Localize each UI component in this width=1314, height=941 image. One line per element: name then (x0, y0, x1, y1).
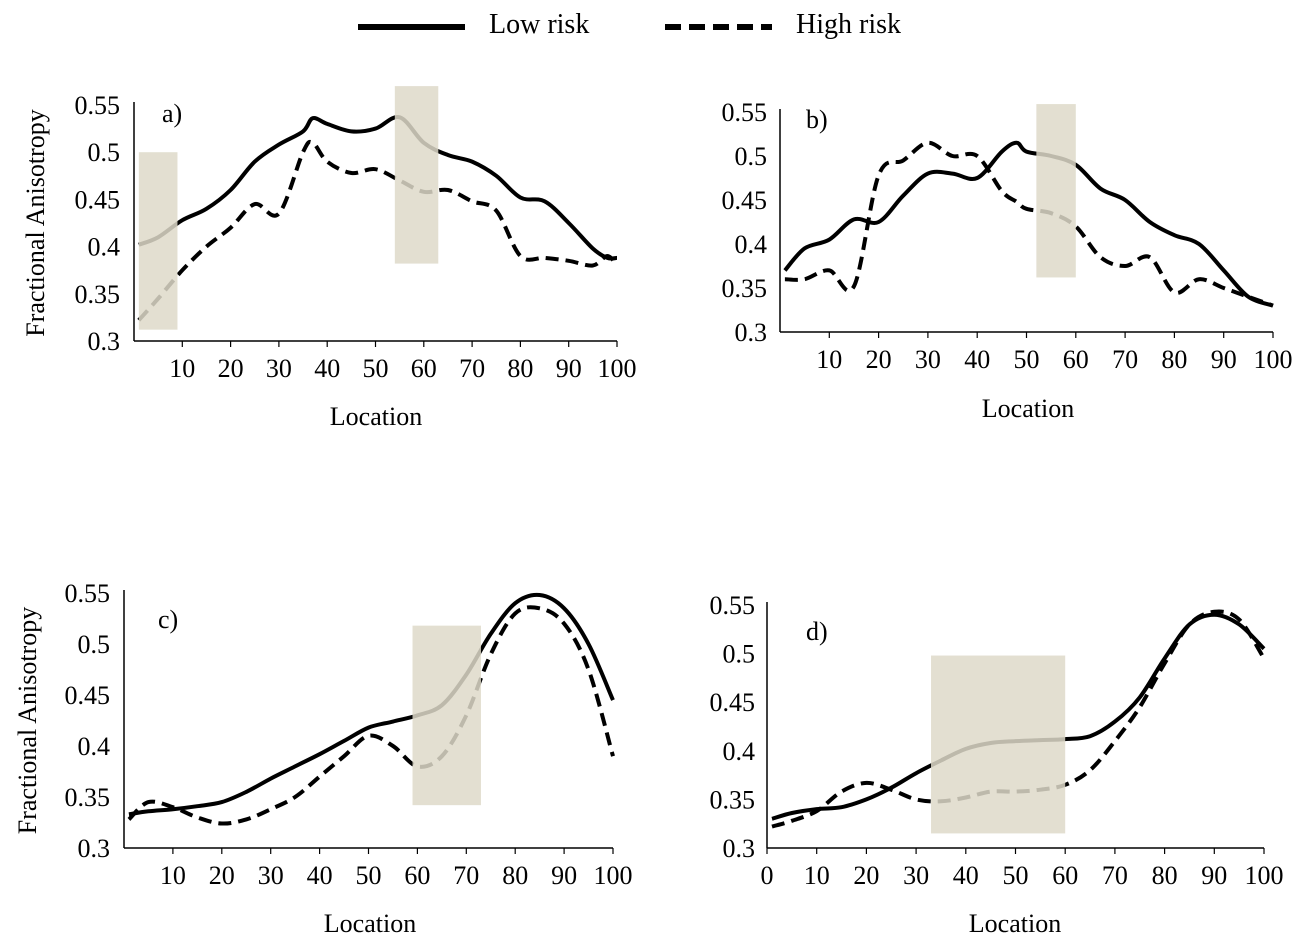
y-tick-label: 0.3 (88, 327, 121, 356)
x-tick-label: 80 (1152, 861, 1178, 890)
x-tick-label: 90 (1201, 861, 1227, 890)
y-tick-label: 0.3 (723, 834, 756, 863)
x-tick-label: 50 (356, 861, 382, 890)
y-tick-label: 0.5 (735, 142, 768, 171)
x-tick-label: 20 (218, 354, 244, 383)
x-tick-label: 100 (598, 354, 637, 383)
y-tick-label: 0.5 (88, 138, 121, 167)
panel-label: a) (162, 99, 182, 128)
panel-a: 0.3 0.35 0.4 0.45 0.5 0.55 10 20 30 40 50 60 70 80 90 1… (21, 86, 637, 431)
y-tick-label: 0.4 (88, 233, 121, 262)
x-tick-label: 50 (1003, 861, 1029, 890)
highlight-region (1036, 104, 1076, 278)
panel-d: 0.3 0.35 0.4 0.45 0.5 0.55 0 10 20 30 40 50 60 70 80 90… (710, 591, 1284, 938)
x-tick-label: 60 (1063, 345, 1089, 374)
y-tick-label: 0.45 (65, 681, 111, 710)
legend-low-risk-label: Low risk (489, 9, 589, 40)
y-tick-label: 0.5 (723, 640, 756, 669)
x-tick-label: 70 (1102, 861, 1128, 890)
x-axis-label: Location (324, 909, 416, 938)
panel-label: c) (158, 605, 178, 634)
y-tick-label: 0.55 (75, 91, 121, 120)
x-axis-label: Location (982, 394, 1074, 423)
x-tick-label: 60 (411, 354, 437, 383)
x-tick-label: 30 (915, 345, 941, 374)
y-tick-label: 0.35 (722, 274, 768, 303)
legend-high-risk-label: High risk (796, 9, 901, 40)
panel-label: d) (806, 617, 828, 646)
y-tick-label: 0.4 (78, 732, 111, 761)
x-tick-label: 70 (459, 354, 485, 383)
x-axis-label: Location (969, 909, 1061, 938)
y-axis-label: Fractional Anisotropy (13, 607, 42, 834)
y-tick-label: 0.4 (723, 737, 756, 766)
x-tick-label: 90 (551, 861, 577, 890)
x-tick-label: 20 (866, 345, 892, 374)
x-tick-label: 60 (404, 861, 430, 890)
y-tick-label: 0.3 (735, 318, 768, 347)
y-tick-label: 0.35 (75, 280, 121, 309)
x-tick-label: 10 (160, 861, 186, 890)
x-tick-label: 40 (314, 354, 340, 383)
y-tick-label: 0.55 (710, 591, 756, 620)
x-tick-label: 30 (266, 354, 292, 383)
x-tick-label: 0 (761, 861, 774, 890)
x-tick-label: 10 (169, 354, 195, 383)
x-tick-label: 20 (853, 861, 879, 890)
highlight-region (412, 625, 481, 806)
x-tick-label: 70 (1112, 345, 1138, 374)
x-tick-label: 40 (964, 345, 990, 374)
y-tick-label: 0.45 (710, 688, 756, 717)
y-tick-label: 0.35 (65, 783, 111, 812)
x-tick-label: 40 (307, 861, 333, 890)
x-tick-label: 50 (1014, 345, 1040, 374)
y-tick-label: 0.45 (75, 185, 121, 214)
panel-label: b) (806, 105, 828, 134)
x-tick-label: 20 (209, 861, 235, 890)
high-risk-line (771, 609, 1266, 829)
x-tick-label: 100 (594, 861, 633, 890)
y-tick-label: 0.45 (722, 186, 768, 215)
x-tick-label: 100 (1245, 861, 1284, 890)
y-tick-label: 0.55 (722, 98, 768, 127)
low-risk-line (138, 115, 618, 261)
x-tick-label: 30 (903, 861, 929, 890)
high-risk-line (127, 605, 615, 826)
y-tick-label: 0.5 (78, 630, 111, 659)
x-tick-label: 90 (1211, 345, 1237, 374)
highlight-region (138, 152, 178, 330)
x-axis-label: Location (330, 402, 422, 431)
x-tick-label: 10 (804, 861, 830, 890)
x-tick-label: 40 (953, 861, 979, 890)
highlight-region (394, 86, 439, 264)
panel-c: 0.3 0.35 0.4 0.45 0.5 0.55 10 20 30 40 50 60 70 80 90 1… (13, 579, 633, 938)
y-tick-label: 0.3 (78, 834, 111, 863)
high-risk-line (137, 139, 619, 322)
x-tick-label: 60 (1052, 861, 1078, 890)
panel-b: 0.3 0.35 0.4 0.45 0.5 0.55 10 20 30 40 50 60 70 80 90 1… (722, 98, 1293, 423)
low-risk-line (128, 592, 615, 817)
x-tick-label: 10 (816, 345, 842, 374)
x-tick-label: 80 (507, 354, 533, 383)
y-tick-label: 0.4 (735, 230, 768, 259)
y-tick-label: 0.55 (65, 579, 111, 608)
x-tick-label: 90 (556, 354, 582, 383)
highlight-region (931, 655, 1066, 834)
x-tick-label: 80 (502, 861, 528, 890)
x-tick-label: 30 (258, 861, 284, 890)
x-tick-label: 70 (453, 861, 479, 890)
y-tick-label: 0.35 (710, 785, 756, 814)
x-tick-label: 100 (1254, 345, 1293, 374)
high-risk-line (784, 140, 1274, 308)
x-tick-label: 50 (363, 354, 389, 383)
y-axis-label: Fractional Anisotropy (21, 109, 50, 336)
legend: Low risk High risk (358, 9, 901, 40)
low-risk-line (783, 140, 1274, 308)
x-tick-label: 80 (1161, 345, 1187, 374)
